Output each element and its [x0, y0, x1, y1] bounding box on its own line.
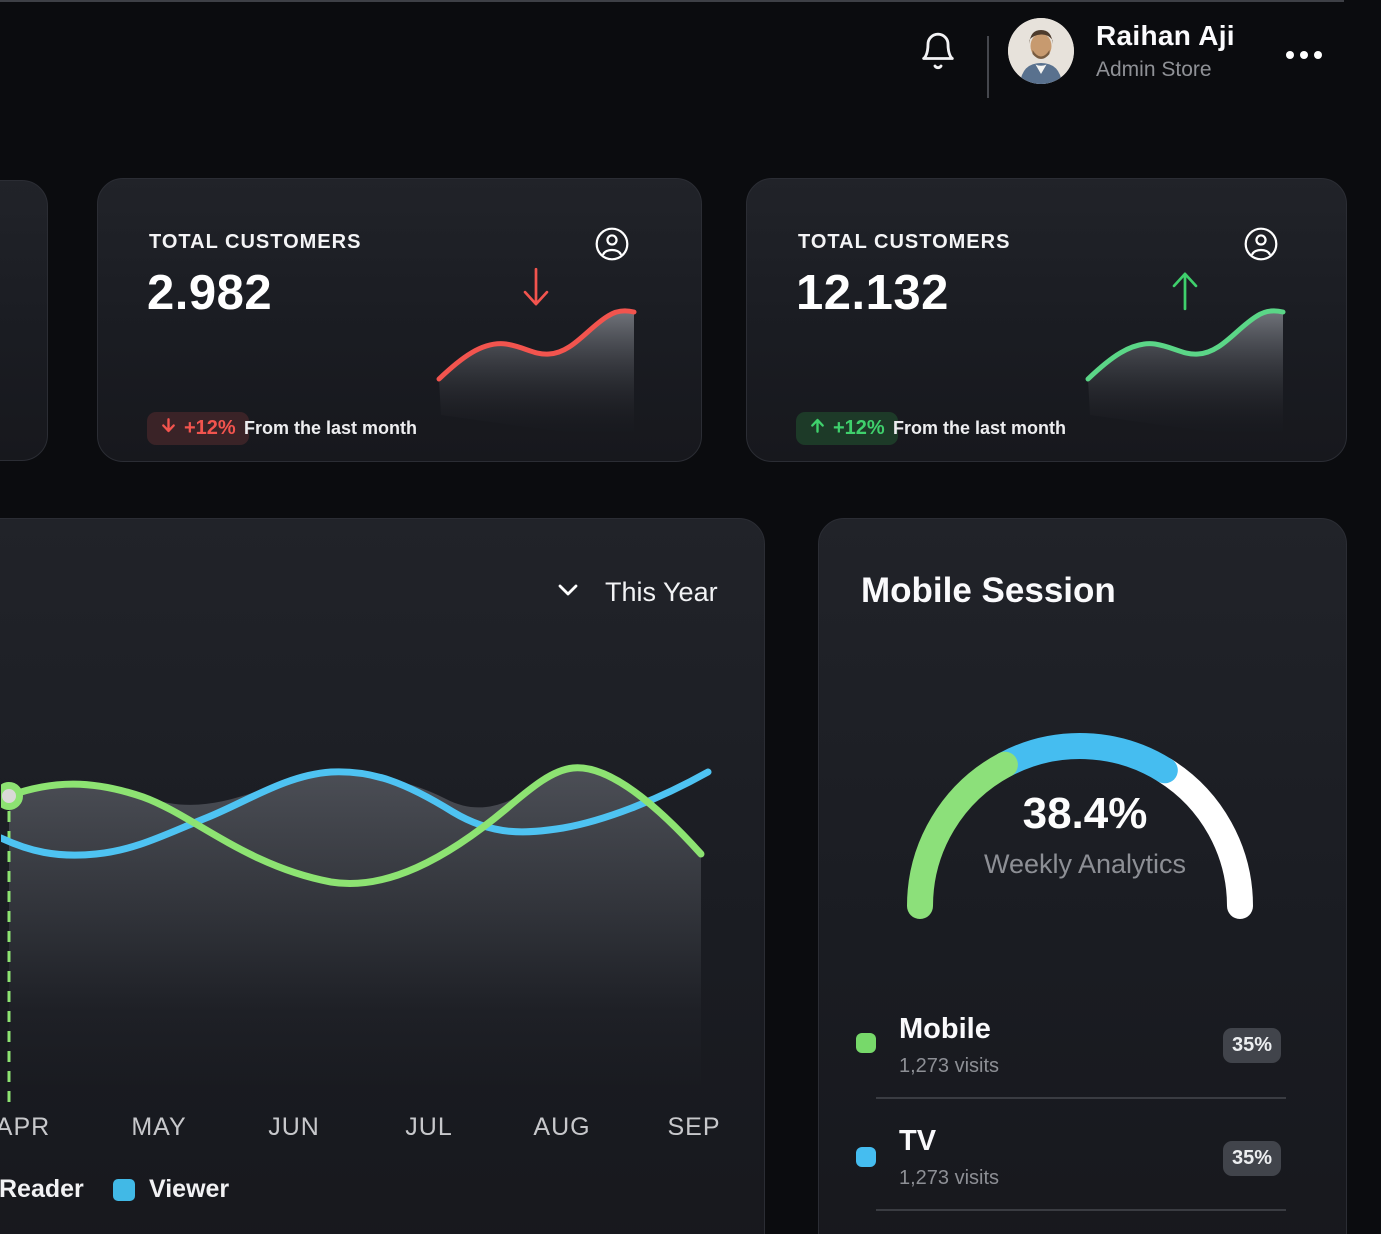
chevron-down-icon: [553, 575, 583, 610]
trend-up-arrow-icon: [1169, 265, 1201, 313]
card-title: Mobile Session: [861, 571, 1116, 610]
gauge-value: 38.4%: [1022, 789, 1148, 838]
chart-area-fill: [9, 769, 701, 1091]
mobile-bullet-icon: [856, 1033, 876, 1053]
stat-title: TOTAL CUSTOMERS: [149, 231, 362, 253]
trend-down-arrow-icon: [520, 265, 552, 313]
x-axis-label: AUG: [533, 1113, 591, 1141]
stat-card-customers-up: TOTAL CUSTOMERS 12.132: [746, 178, 1347, 462]
x-axis-label: MAY: [131, 1113, 187, 1141]
viewer-swatch: [113, 1178, 135, 1201]
header-rule: [0, 0, 1344, 2]
x-axis-label: SEP: [667, 1113, 721, 1141]
legend-label: Viewer: [149, 1175, 230, 1203]
change-badge: +12%: [796, 412, 898, 445]
badge-down-arrow-icon: [160, 417, 177, 440]
stat-value: 2.982: [147, 266, 273, 320]
item-share-badge: 35%: [1223, 1028, 1281, 1063]
item-share-badge: 35%: [1223, 1141, 1281, 1176]
change-note: From the last month: [244, 418, 418, 438]
item-name: Mobile: [899, 1013, 991, 1045]
change-badge: +12%: [147, 412, 249, 445]
analytics-chart-card: This Year APR MAY JUN JUL: [0, 518, 765, 1234]
profile-menu[interactable]: Raihan Aji Admin Store: [1008, 18, 1235, 84]
user-circle-icon: [593, 225, 631, 263]
legend-item-viewer[interactable]: Viewer: [113, 1175, 229, 1204]
avatar: [1008, 18, 1074, 84]
mobile-session-card: Mobile Session 38.4% Weekly Analytics Mo…: [818, 518, 1347, 1234]
notification-bell-button[interactable]: [916, 26, 960, 78]
change-value: +12%: [184, 417, 236, 439]
user-role: Admin Store: [1096, 58, 1212, 81]
bell-icon: [918, 27, 958, 78]
more-menu-icon[interactable]: [1282, 47, 1326, 63]
stat-value: 12.132: [796, 266, 949, 320]
year-filter-label: This Year: [605, 577, 718, 607]
legend-item-reader[interactable]: Reader: [0, 1175, 84, 1204]
line-chart: [0, 701, 771, 1121]
user-name: Raihan Aji: [1096, 20, 1235, 51]
sparkline-red: [426, 297, 646, 467]
user-circle-icon: [1242, 225, 1280, 263]
gauge-segment-blue: [991, 733, 1178, 784]
list-divider: [876, 1209, 1286, 1211]
change-note: From the last month: [893, 418, 1067, 438]
stat-card-offscreen: [0, 180, 48, 461]
gauge-segment-white: [1151, 757, 1253, 919]
gauge-chart: [885, 696, 1285, 926]
reader-line: [5, 764, 705, 887]
legend-label: Reader: [0, 1175, 84, 1203]
sparkline-green: [1075, 297, 1295, 467]
stat-card-customers-down: TOTAL CUSTOMERS 2.982: [97, 178, 702, 462]
highlight-point: [0, 782, 23, 810]
badge-up-arrow-icon: [809, 417, 826, 440]
tv-bullet-icon: [856, 1147, 876, 1167]
gauge-label: Weekly Analytics: [983, 849, 1187, 879]
gauge-segment-green: [907, 751, 1018, 919]
list-divider: [876, 1097, 1286, 1099]
x-axis-label: JUN: [268, 1113, 320, 1141]
item-name: TV: [899, 1125, 937, 1157]
item-visits: 1,273 visits: [899, 1055, 1000, 1077]
item-visits: 1,273 visits: [899, 1167, 1000, 1189]
header-divider: [987, 36, 989, 98]
change-value: +12%: [833, 417, 885, 439]
viewer-line: [0, 768, 712, 859]
stat-title: TOTAL CUSTOMERS: [798, 231, 1011, 253]
x-axis-label: JUL: [405, 1113, 453, 1141]
year-filter-dropdown[interactable]: This Year: [553, 575, 718, 610]
x-axis-label: APR: [0, 1113, 51, 1141]
